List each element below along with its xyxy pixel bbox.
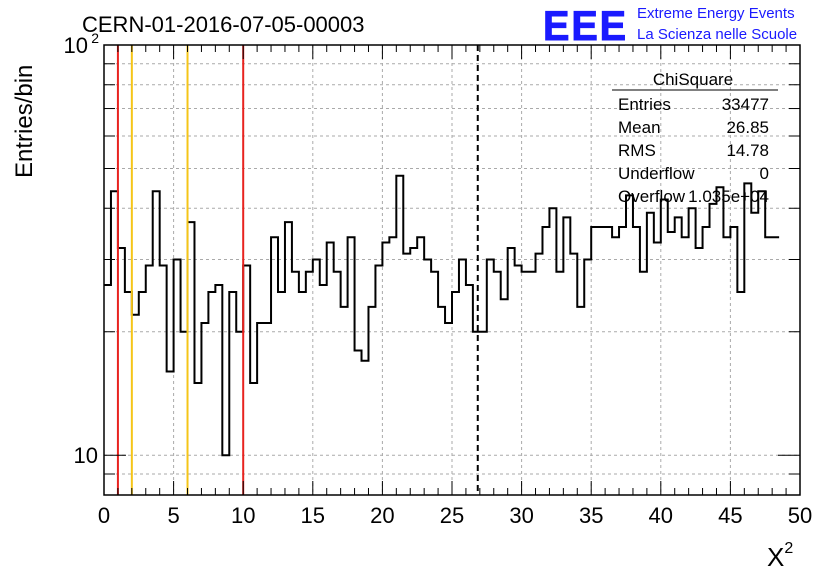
logo-mark: EEE [543,2,628,49]
x-tick-label: 40 [649,503,673,528]
stats-rows: Entries 33477 Mean 26.85 RMS 14.78 Underflow 0 O… [618,95,769,206]
stats-label: Underflow [618,164,695,183]
stats-box: ChiSquare Entries 33477 Mean 26.85 RMS 14.78 U… [612,70,778,206]
stats-value: 14.78 [726,141,769,160]
stats-value: 0 [760,164,769,183]
x-tick-label: 30 [509,503,533,528]
x-tick-label: 15 [301,503,325,528]
x-tick-label: 50 [788,503,812,528]
stats-value: 33477 [722,95,769,114]
histogram-bars [104,174,780,457]
stats-label: Entries [618,95,671,114]
stats-label: RMS [618,141,656,160]
x-axis-label: X2 [767,540,793,572]
grid-lines [104,45,800,495]
logo-line-1: Extreme Energy Events [637,5,795,22]
x-axis-label-superscript: 2 [784,540,793,557]
stats-title: ChiSquare [653,70,733,89]
marker-lines [116,45,479,495]
y-tick-label: 10 [64,33,88,58]
histogram-outline [104,174,780,457]
logo-line-2: La Scienza nelle Scuole [637,26,797,43]
x-tick-label: 35 [579,503,603,528]
y-axis-label: Entries/bin [11,65,38,178]
x-axis-label-base: X [767,542,784,572]
stats-label: Mean [618,118,661,137]
x-tick-label: 5 [167,503,179,528]
y-tick-exponent: 2 [91,30,99,46]
stats-label: Overflow [618,187,686,206]
x-tick-label: 20 [370,503,394,528]
eee-logo: EEE Extreme Energy Events La Scienza nel… [543,2,798,50]
y-tick-label: 10 [74,443,98,468]
x-tick-label: 10 [231,503,255,528]
x-tick-label: 45 [718,503,742,528]
chart-title: CERN-01-2016-07-05-00003 [82,12,365,37]
x-tick-label: 0 [98,503,110,528]
stats-value: 26.85 [726,118,769,137]
x-tick-label: 25 [440,503,464,528]
stats-value: 1.035e+04 [688,187,769,206]
